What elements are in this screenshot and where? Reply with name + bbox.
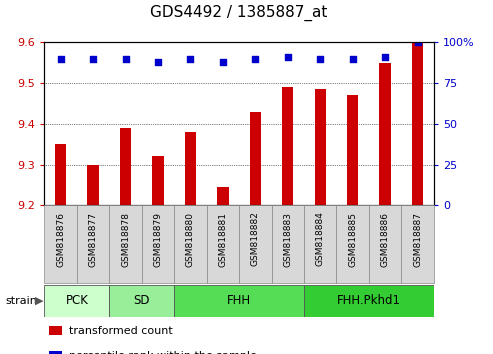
Point [381,54,389,60]
Bar [77,205,109,283]
Point [251,56,259,62]
Bar [120,128,131,205]
Bar [142,205,174,283]
Text: GSM818877: GSM818877 [89,212,98,267]
Bar [109,285,174,317]
Point [57,56,65,62]
Text: GSM818878: GSM818878 [121,212,130,267]
Bar [44,285,109,317]
Text: GSM818887: GSM818887 [413,212,422,267]
Point [186,56,194,62]
Bar [380,63,391,205]
Text: strain: strain [5,296,37,306]
Bar [304,285,434,317]
Text: transformed count: transformed count [69,326,173,336]
Bar [217,187,229,205]
Text: ▶: ▶ [35,296,43,306]
Bar [272,205,304,283]
Text: GDS4492 / 1385887_at: GDS4492 / 1385887_at [150,5,328,21]
Bar [282,87,293,205]
Point [317,56,324,62]
Bar [239,205,272,283]
Text: GSM818880: GSM818880 [186,212,195,267]
Bar [315,89,326,205]
Text: SD: SD [134,295,150,307]
Text: FHH: FHH [227,295,251,307]
Bar [412,42,423,205]
Bar [336,205,369,283]
Point [349,56,356,62]
Text: PCK: PCK [66,295,88,307]
Bar [44,205,77,283]
Bar [109,205,142,283]
Text: GSM818885: GSM818885 [348,212,357,267]
Point [154,59,162,65]
Point [122,56,130,62]
Bar [207,205,239,283]
Point [89,56,97,62]
Text: GSM818886: GSM818886 [381,212,389,267]
Text: GSM818879: GSM818879 [153,212,163,267]
Text: GSM818883: GSM818883 [283,212,292,267]
Text: GSM818882: GSM818882 [251,212,260,267]
Bar [87,165,99,205]
Point [284,54,292,60]
Bar [152,156,164,205]
Text: percentile rank within the sample: percentile rank within the sample [69,351,257,354]
Bar [347,96,358,205]
Text: GSM818876: GSM818876 [56,212,65,267]
Text: FHH.Pkhd1: FHH.Pkhd1 [337,295,401,307]
Bar [55,144,66,205]
Bar [304,205,336,283]
Text: GSM818884: GSM818884 [316,212,325,267]
Point [414,40,422,45]
Text: GSM818881: GSM818881 [218,212,227,267]
Bar [401,205,434,283]
Bar [185,132,196,205]
Bar [174,205,207,283]
Bar [369,205,401,283]
Bar [174,285,304,317]
Point [219,59,227,65]
Bar [249,112,261,205]
